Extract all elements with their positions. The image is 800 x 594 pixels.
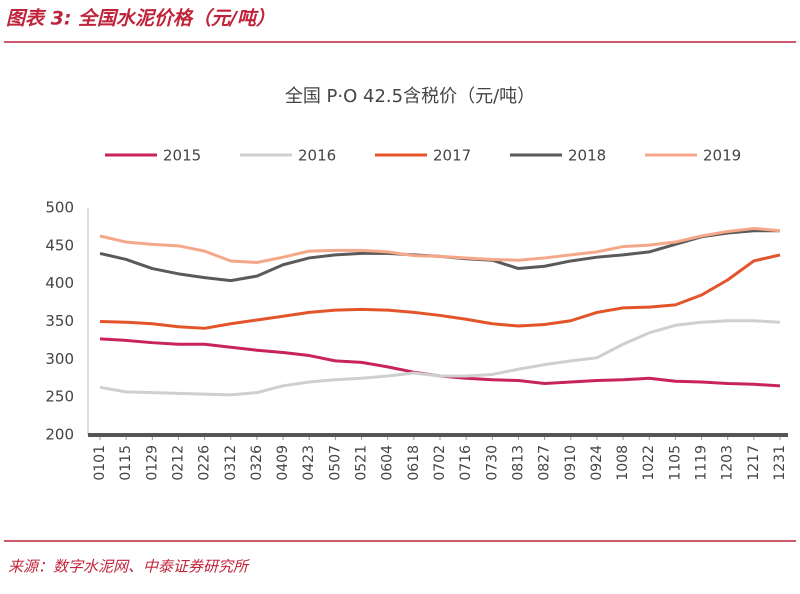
x-tick-label: 0730 [484,445,500,481]
x-tick-label: 1105 [667,445,683,481]
x-tick-label: 0409 [275,445,291,481]
legend-label: 2015 [163,147,201,165]
x-tick-label: 0702 [432,445,448,481]
source-note: 来源：数字水泥网、中泰证券研究所 [8,558,250,576]
x-tick-label: 0226 [197,445,213,481]
x-tick-label: 0507 [327,445,343,481]
x-tick-label: 1217 [746,445,762,481]
x-tick-label: 0521 [354,445,370,481]
legend-label: 2019 [703,147,741,165]
x-tick-label: 0312 [223,445,239,481]
x-tick-label: 0423 [301,445,317,481]
x-tick-label: 0618 [406,445,422,481]
x-tick-label: 0101 [92,445,108,481]
chart-title: 全国 P·O 42.5含税价（元/吨） [285,86,535,107]
x-tick-label: 1203 [720,445,736,481]
series-line [99,337,781,388]
y-tick-label: 500 [45,199,74,217]
x-tick-label: 0827 [537,445,553,481]
x-tick-label: 0129 [144,445,160,481]
series-line [99,226,781,264]
series-line [99,319,781,397]
x-tick-label: 0924 [589,445,605,481]
y-tick-label: 350 [45,312,74,330]
legend-label: 2016 [298,147,336,165]
x-tick-label: 1119 [694,445,710,481]
x-tick-label: 0115 [118,445,134,481]
x-tick-label: 1008 [615,445,631,481]
x-tick-label: 0813 [510,445,526,481]
x-tick-label: 0326 [249,445,265,481]
y-tick-label: 250 [45,388,74,406]
legend-label: 2017 [433,147,471,165]
x-tick-label: 0910 [563,445,579,481]
x-tick-label: 0212 [170,445,186,481]
x-tick-label: 0604 [380,445,396,481]
y-tick-label: 400 [45,274,74,292]
y-tick-label: 300 [45,350,74,368]
x-tick-label: 1022 [641,445,657,481]
x-tick-label: 0716 [458,445,474,481]
series-line [99,253,781,330]
y-tick-label: 450 [45,236,74,254]
x-tick-label: 1231 [772,445,788,481]
legend-label: 2018 [568,147,606,165]
y-tick-label: 200 [45,426,74,444]
plot: 200 250 300 350 400 450 500 0101 0115 0129 0212 022… [45,147,788,481]
figure-title: 图表 3: 全国水泥价格（元/吨） [6,8,275,30]
